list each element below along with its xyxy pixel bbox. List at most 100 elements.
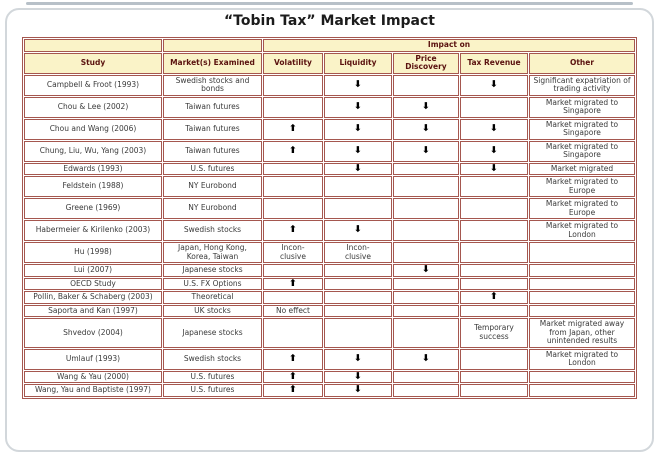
cell-other (528, 291, 636, 304)
cell-other: Market migrated to Singapore (528, 96, 636, 118)
cell-market: UK stocks (162, 304, 262, 317)
table-row: Edwards (1993) U.S. futures ⬇ ⬇ Market migra… (23, 162, 636, 175)
cell-liquidity (323, 264, 392, 277)
cell-liquidity (323, 304, 392, 317)
up-arrow-icon: ⬆ (262, 277, 323, 290)
up-arrow-icon: ⬆ (459, 291, 528, 304)
cell-liquidity (323, 277, 392, 290)
down-arrow-icon: ⬇ (323, 220, 392, 241)
cell-study: Campbell & Froot (1993) (23, 74, 162, 96)
cell-market: Japanese stocks (162, 264, 262, 277)
cell-tax-revenue (459, 348, 528, 370)
cell-price-discovery (392, 291, 459, 304)
cell-volatility: Incon- clusive (262, 242, 323, 263)
table-row: Greene (1969) NY Eurobond Market migrated … (23, 198, 636, 219)
col-header-price-discovery: Price Discovery (392, 52, 459, 74)
cell-study: Wang & Yau (2000) (23, 370, 162, 383)
table-row: Chung, Liu, Wu, Yang (2003) Taiwan future… (23, 140, 636, 162)
cell-study: OECD Study (23, 277, 162, 290)
down-arrow-icon: ⬇ (392, 264, 459, 277)
col-header-tax-revenue: Tax Revenue (459, 52, 528, 74)
cell-market: Taiwan futures (162, 118, 262, 140)
cell-study: Saporta and Kan (1997) (23, 304, 162, 317)
cell-volatility (262, 318, 323, 348)
cell-price-discovery (392, 277, 459, 290)
cell-market: Japan, Hong Kong, Korea, Taiwan (162, 242, 262, 263)
screenshot-top-edge (26, 2, 633, 5)
cell-study: Chou & Lee (2002) (23, 96, 162, 118)
cell-price-discovery (392, 74, 459, 96)
cell-tax-revenue (459, 242, 528, 263)
page-content: “Tobin Tax” Market Impact Impact on Stud… (21, 13, 638, 399)
down-arrow-icon: ⬇ (392, 96, 459, 118)
down-arrow-icon: ⬇ (459, 118, 528, 140)
cell-study: Shvedov (2004) (23, 318, 162, 348)
col-header-liquidity: Liquidity (323, 52, 392, 74)
cell-price-discovery (392, 384, 459, 397)
cell-other: Market migrated (528, 162, 636, 175)
cell-other: Market migrated to London (528, 348, 636, 370)
cell-price-discovery (392, 242, 459, 263)
column-header-row: Study Market(s) Examined Volatility Liqu… (23, 52, 636, 74)
table-row: Pollin, Baker & Schaberg (2003) Theoretic… (23, 291, 636, 304)
impact-on-header: Impact on (262, 39, 636, 52)
cell-market: U.S. FX Options (162, 277, 262, 290)
down-arrow-icon: ⬇ (323, 162, 392, 175)
cell-price-discovery (392, 220, 459, 241)
table-row: Hu (1998) Japan, Hong Kong, Korea, Taiwan… (23, 242, 636, 263)
col-header-volatility: Volatility (262, 52, 323, 74)
down-arrow-icon: ⬇ (323, 118, 392, 140)
table-row: Feldstein (1988) NY Eurobond Market migrat… (23, 176, 636, 197)
cell-liquidity (323, 318, 392, 348)
cell-other (528, 277, 636, 290)
cell-liquidity: Incon- clusive (323, 242, 392, 263)
up-arrow-icon: ⬆ (262, 220, 323, 241)
cell-price-discovery (392, 162, 459, 175)
cell-tax-revenue (459, 220, 528, 241)
cell-liquidity (323, 176, 392, 197)
down-arrow-icon: ⬇ (323, 370, 392, 383)
cell-market: U.S. futures (162, 384, 262, 397)
table-row: Chou and Wang (2006) Taiwan futures ⬆ ⬇ ⬇ ⬇ Ma… (23, 118, 636, 140)
up-arrow-icon: ⬆ (262, 348, 323, 370)
cell-other (528, 384, 636, 397)
cell-market: NY Eurobond (162, 198, 262, 219)
cell-volatility (262, 291, 323, 304)
cell-market: U.S. futures (162, 162, 262, 175)
cell-tax-revenue (459, 198, 528, 219)
down-arrow-icon: ⬇ (323, 140, 392, 162)
cell-volatility (262, 176, 323, 197)
cell-price-discovery (392, 318, 459, 348)
cell-volatility (262, 162, 323, 175)
cell-other (528, 370, 636, 383)
up-arrow-icon: ⬆ (262, 384, 323, 397)
cell-price-discovery (392, 198, 459, 219)
table-row: Umlauf (1993) Swedish stocks ⬆ ⬇ ⬇ Market mig… (23, 348, 636, 370)
cell-volatility (262, 74, 323, 96)
cell-other: Market migrated to Singapore (528, 118, 636, 140)
cell-tax-revenue (459, 370, 528, 383)
cell-tax-revenue (459, 304, 528, 317)
cell-study: Umlauf (1993) (23, 348, 162, 370)
cell-liquidity (323, 198, 392, 219)
up-arrow-icon: ⬆ (262, 370, 323, 383)
cell-liquidity (323, 291, 392, 304)
table-row: OECD Study U.S. FX Options ⬆ (23, 277, 636, 290)
col-header-markets-examined: Market(s) Examined (162, 52, 262, 74)
down-arrow-icon: ⬇ (323, 96, 392, 118)
table-row: Wang & Yau (2000) U.S. futures ⬆ ⬇ (23, 370, 636, 383)
table-row: Habermeier & Kirilenko (2003) Swedish sto… (23, 220, 636, 241)
up-arrow-icon: ⬆ (262, 140, 323, 162)
cell-market: Theoretical (162, 291, 262, 304)
table-row: Campbell & Froot (1993) Swedish stocks an… (23, 74, 636, 96)
col-header-other: Other (528, 52, 636, 74)
cell-other: Market migrated to London (528, 220, 636, 241)
table-row: Chou & Lee (2002) Taiwan futures ⬇ ⬇ Market … (23, 96, 636, 118)
cell-other: Market migrated to Singapore (528, 140, 636, 162)
table-body: Campbell & Froot (1993) Swedish stocks an… (23, 74, 636, 397)
cell-tax-revenue (459, 176, 528, 197)
cell-other (528, 304, 636, 317)
cell-other (528, 242, 636, 263)
cell-market: NY Eurobond (162, 176, 262, 197)
tobin-tax-impact-table: Impact on Study Market(s) Examined Volat… (21, 37, 638, 399)
